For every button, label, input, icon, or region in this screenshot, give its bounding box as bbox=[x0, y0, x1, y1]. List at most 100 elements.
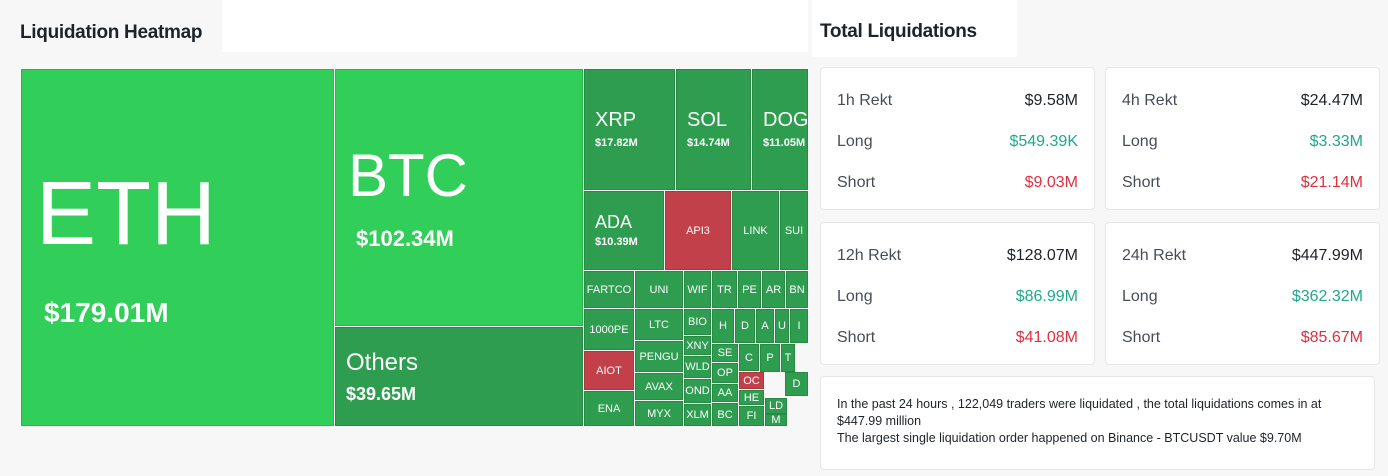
tile: C bbox=[739, 344, 759, 371]
tile-value: $10.39M bbox=[595, 236, 638, 248]
tile-value: $11.05M bbox=[763, 137, 806, 149]
card-value: $85.67M bbox=[1300, 329, 1363, 346]
tile: M bbox=[765, 414, 787, 426]
tile-label: WLD bbox=[685, 361, 710, 373]
tile: MYX bbox=[635, 401, 683, 426]
tile: D bbox=[735, 309, 755, 343]
card-value: $362.32M bbox=[1291, 288, 1363, 305]
tile-label: AR bbox=[765, 283, 782, 296]
tile-label: LINK bbox=[743, 224, 768, 237]
heatmap: ETH $179.01M BTC $102.34M Others $39.65M XRP $1… bbox=[21, 69, 808, 426]
header-bg bbox=[222, 0, 808, 52]
tile-value: $17.82M bbox=[595, 137, 638, 149]
tile-label: H bbox=[719, 320, 727, 332]
tile: U bbox=[775, 309, 789, 343]
tile: AVAX bbox=[635, 373, 683, 400]
card-label: 12h Rekt bbox=[837, 247, 902, 264]
card-label: Long bbox=[837, 288, 873, 305]
card-value: $9.03M bbox=[1024, 174, 1078, 191]
header-bg bbox=[812, 0, 1017, 57]
tile-label: 1000PE bbox=[589, 323, 629, 336]
tile-label: LTC bbox=[649, 318, 669, 331]
tile-label: SOL bbox=[687, 109, 728, 131]
card-label: Short bbox=[1122, 174, 1161, 191]
tile: Others $39.65M bbox=[335, 327, 583, 426]
tile-label: BC bbox=[717, 408, 733, 421]
tile: H bbox=[712, 309, 734, 343]
tile: XLM bbox=[684, 404, 711, 426]
card-label: 24h Rekt bbox=[1122, 247, 1187, 264]
rekt-card: 12h Rekt $128.07M Long $86.99M Short $41.08M bbox=[820, 222, 1095, 365]
totals-title: Total Liquidations bbox=[820, 21, 977, 42]
tile-label: HE bbox=[743, 391, 760, 404]
tile-label: MYX bbox=[647, 407, 671, 420]
tile-label: FARTCO bbox=[586, 283, 632, 296]
card-row: Short $9.03M bbox=[837, 174, 1078, 192]
tile: OND bbox=[684, 379, 711, 403]
tile-label: DOG bbox=[763, 109, 808, 131]
tile-label: AIOT bbox=[596, 364, 622, 377]
tile-label: PE bbox=[742, 283, 757, 296]
tile-label: T bbox=[784, 352, 792, 364]
card-row: 1h Rekt $9.58M bbox=[837, 92, 1078, 110]
tile: D bbox=[785, 372, 808, 396]
tile: BN bbox=[786, 271, 808, 308]
card-label: Long bbox=[837, 133, 873, 150]
tile: OC bbox=[739, 372, 764, 389]
tile: BIO bbox=[684, 309, 711, 335]
tile: WLD bbox=[684, 356, 711, 378]
tile: ADA $10.39M bbox=[584, 191, 664, 270]
summary-line: The largest single liquidation order hap… bbox=[837, 431, 1302, 445]
card-label: Short bbox=[837, 329, 876, 346]
tile-label: UNI bbox=[649, 283, 669, 296]
card-value: $447.99M bbox=[1291, 247, 1363, 264]
tile: AR bbox=[762, 271, 785, 308]
tile-label: FI bbox=[746, 410, 757, 422]
tile-label: ADA bbox=[595, 212, 633, 232]
tile: API3 bbox=[665, 191, 731, 270]
tile: XNY bbox=[684, 336, 711, 355]
tile: ENA bbox=[584, 391, 634, 426]
tile-label: XRP bbox=[595, 109, 637, 131]
tile-label: XNY bbox=[686, 339, 709, 352]
tile-label: M bbox=[771, 414, 781, 426]
tile: TR bbox=[712, 271, 737, 308]
summary-line: In the past 24 hours , 122,049 traders w… bbox=[837, 397, 1322, 428]
tile-label: ENA bbox=[597, 402, 621, 415]
card-label: 4h Rekt bbox=[1122, 92, 1178, 109]
tile: XRP $17.82M bbox=[584, 69, 675, 190]
card-label: Short bbox=[837, 174, 876, 191]
tile-label: PENGU bbox=[639, 350, 679, 363]
card-row: Long $3.33M bbox=[1122, 133, 1363, 151]
tile-label: OND bbox=[685, 385, 710, 397]
card-value: $3.33M bbox=[1309, 133, 1363, 150]
rekt-card: 4h Rekt $24.47M Long $3.33M Short $21.14M bbox=[1105, 67, 1380, 210]
card-row: Short $85.67M bbox=[1122, 329, 1363, 347]
tile-label: BTC bbox=[348, 141, 468, 209]
tile-value: $39.65M bbox=[346, 383, 417, 404]
card-row: Long $362.32M bbox=[1122, 288, 1363, 306]
tile: DOG $11.05M bbox=[752, 69, 808, 190]
tile-label: C bbox=[745, 351, 753, 364]
tile: BTC $102.34M bbox=[335, 69, 583, 326]
tile: AA bbox=[712, 384, 738, 402]
card-row: 12h Rekt $128.07M bbox=[837, 247, 1078, 265]
card-row: 4h Rekt $24.47M bbox=[1122, 92, 1363, 110]
tile: AIOT bbox=[584, 351, 634, 390]
card-value: $24.47M bbox=[1300, 92, 1363, 109]
tile-label: U bbox=[778, 320, 786, 332]
tile-label: API3 bbox=[686, 224, 710, 237]
tile: FI bbox=[739, 406, 764, 426]
card-label: Short bbox=[1122, 329, 1161, 346]
tile: SOL $14.74M bbox=[676, 69, 751, 190]
tile-label: AVAX bbox=[645, 380, 673, 393]
card-row: Short $41.08M bbox=[837, 329, 1078, 347]
tile-label: SE bbox=[717, 347, 733, 359]
tile: ETH $179.01M bbox=[21, 69, 334, 426]
tile: P bbox=[760, 344, 780, 372]
summary: In the past 24 hours , 122,049 traders w… bbox=[820, 376, 1375, 470]
card-label: Long bbox=[1122, 133, 1158, 150]
tile-label: OC bbox=[743, 374, 760, 387]
tile-label: BIO bbox=[688, 316, 707, 328]
tile: SUI bbox=[780, 191, 808, 270]
